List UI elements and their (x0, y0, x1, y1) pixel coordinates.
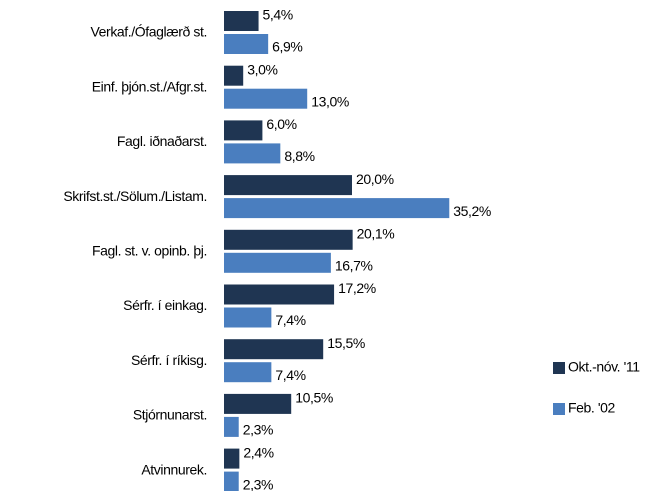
bar (224, 88, 308, 109)
bar (224, 229, 353, 250)
legend-label: Feb. '02 (568, 400, 616, 416)
value-label: 2,3% (243, 422, 273, 438)
value-label: 2,4% (243, 444, 273, 460)
bar (224, 143, 281, 164)
category-label: Fagl. st. v. opinb. þj. (92, 243, 207, 259)
category-label: Sérfr. í einkag. (123, 297, 207, 313)
category-label: Einf. þjón.st./Afgr.st. (92, 78, 207, 94)
legend-label: Okt.-nóv. '11 (568, 359, 640, 375)
bar (224, 11, 259, 31)
legend-swatch (553, 362, 565, 374)
value-label: 13,0% (311, 93, 349, 109)
bar (224, 393, 292, 414)
value-label: 15,5% (327, 335, 365, 351)
value-label: 7,4% (275, 312, 305, 328)
value-label: 3,0% (247, 61, 277, 77)
value-label: 10,5% (295, 390, 333, 406)
bar (224, 307, 272, 328)
bar (224, 416, 239, 437)
bar (224, 284, 335, 305)
bar (224, 120, 263, 141)
bar (224, 448, 240, 469)
value-label: 20,1% (357, 226, 395, 242)
value-label: 17,2% (338, 280, 376, 296)
category-label: Sérfr. í ríkisg. (131, 352, 207, 368)
value-label: 8,8% (284, 148, 314, 164)
value-label: 6,9% (272, 39, 302, 55)
value-label: 2,3% (243, 476, 273, 491)
category-label: Verkaf./Ófaglærð st. (91, 24, 208, 40)
value-label: 6,0% (266, 116, 296, 132)
category-label: Fagl. iðnaðarst. (117, 133, 207, 149)
value-label: 20,0% (356, 171, 394, 187)
category-label: Stjórnunarst. (133, 407, 207, 423)
bar (224, 65, 244, 86)
category-label: Skrifst.st./Sölum./Listam. (63, 188, 207, 204)
bar (224, 198, 450, 219)
bar (224, 362, 272, 383)
value-label: 7,4% (275, 367, 305, 383)
legend-swatch (553, 403, 565, 415)
value-label: 16,7% (335, 258, 373, 274)
category-label: Atvinnurek. (141, 461, 207, 477)
value-label: 35,2% (453, 203, 491, 219)
value-label: 5,4% (263, 7, 293, 23)
bar (224, 252, 331, 273)
bar (224, 34, 269, 54)
bar (224, 339, 324, 360)
bar (224, 175, 352, 196)
bar (224, 471, 239, 491)
